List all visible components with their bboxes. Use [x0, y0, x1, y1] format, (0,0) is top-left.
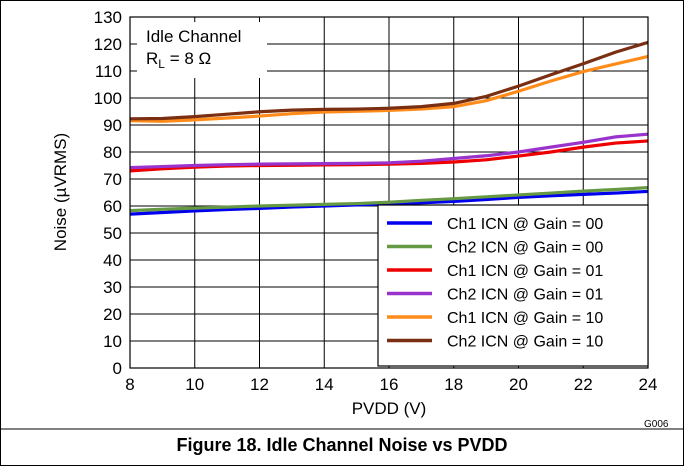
y-tick-label: 100: [94, 89, 122, 108]
x-tick-label: 10: [185, 375, 204, 394]
figure-caption: Figure 18. Idle Channel Noise vs PVDD: [176, 435, 507, 455]
x-tick-label: 8: [125, 375, 134, 394]
y-tick-label: 120: [94, 35, 122, 54]
y-tick-label: 10: [103, 332, 122, 351]
x-tick-label: 14: [315, 375, 334, 394]
series-line-5: [129, 54, 649, 123]
y-tick-label: 20: [103, 305, 122, 324]
series-line-2: [129, 186, 649, 213]
y-tick-label: 90: [103, 116, 122, 135]
legend-label-3: Ch1 ICN @ Gain = 01: [447, 263, 603, 280]
y-tick-label: 110: [95, 62, 122, 81]
series-line-4: [129, 132, 649, 170]
legend-label-4: Ch2 ICN @ Gain = 01: [447, 287, 603, 304]
series-group: [129, 40, 649, 216]
y-tick-labels: 0 10 20 30 40 50 60 70 80 90 100 110 120 130: [94, 8, 122, 378]
x-tick-label: 24: [639, 375, 658, 394]
legend-label-1: Ch1 ICN @ Gain = 00: [447, 216, 603, 233]
annotation-line-1: Idle Channel: [146, 27, 241, 46]
y-tick-label: 70: [103, 170, 122, 189]
legend: Ch1 ICN @ Gain = 00 Ch2 ICN @ Gain = 00 Ch…: [377, 204, 649, 367]
y-tick-label: 130: [94, 8, 122, 27]
x-tick-label: 22: [574, 375, 593, 394]
x-tick-label: 16: [380, 375, 399, 394]
legend-label-6: Ch2 ICN @ Gain = 10: [447, 334, 603, 351]
y-tick-label: 80: [103, 143, 122, 162]
x-axis-title: PVDD (V): [352, 399, 427, 418]
y-axis-title: Noise (µVRMS): [51, 133, 70, 251]
y-tick-label: 50: [103, 224, 122, 243]
y-tick-label: 0: [113, 359, 122, 378]
legend-label-5: Ch1 ICN @ Gain = 10: [447, 310, 603, 327]
annotation-line-2: RL = 8 Ω: [146, 49, 211, 71]
series-line-1: [129, 189, 649, 216]
plot-border: [129, 16, 649, 369]
annotation-subscript: L: [158, 57, 165, 71]
y-tick-label: 30: [103, 278, 122, 297]
y-tick-label: 60: [103, 197, 122, 216]
series-line-6: [129, 40, 649, 121]
x-tick-label: 12: [250, 375, 269, 394]
y-tick-label: 40: [103, 251, 122, 270]
annotation-box: [137, 22, 267, 78]
x-tick-label: 18: [444, 375, 463, 394]
x-tick-labels: 8 10 12 14 16 18 20 22 24: [125, 375, 657, 394]
x-tick-label: 20: [509, 375, 528, 394]
legend-label-2: Ch2 ICN @ Gain = 00: [447, 240, 603, 257]
figure-code: G006: [644, 419, 669, 430]
